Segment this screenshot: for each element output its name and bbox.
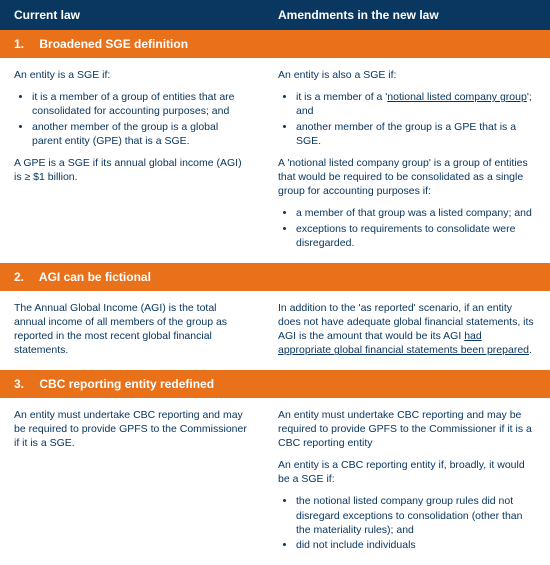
s3-right-b2: did not include individuals [296, 538, 536, 552]
section-2-title: AGI can be fictional [39, 270, 151, 284]
s3-right-p1: An entity must undertake CBC reporting a… [278, 408, 536, 451]
section-3-num: 3. [14, 377, 24, 391]
s1-right-intro: An entity is also a SGE if: [278, 68, 536, 82]
section-2-right: In addition to the 'as reported' scenari… [264, 291, 550, 370]
section-2-content: The Annual Global Income (AGI) is the to… [0, 291, 550, 370]
s1-left-b1: it is a member of a group of entities th… [32, 90, 250, 118]
s3-left-p1: An entity must undertake CBC reporting a… [14, 408, 250, 451]
table-header: Current law Amendments in the new law [0, 0, 550, 30]
s1-right-b1: it is a member of a 'notional listed com… [296, 90, 536, 118]
section-1-right: An entity is also a SGE if: it is a memb… [264, 58, 550, 263]
section-2-num: 2. [14, 270, 24, 284]
section-3-content: An entity must undertake CBC reporting a… [0, 398, 550, 565]
s1-right-list-1: it is a member of a 'notional listed com… [278, 90, 536, 148]
s1-left-b2: another member of the group is a global … [32, 120, 250, 148]
s2-right-p1: In addition to the 'as reported' scenari… [278, 301, 536, 358]
section-1-content: An entity is a SGE if: it is a member of… [0, 58, 550, 263]
s1-left-intro: An entity is a SGE if: [14, 68, 250, 82]
header-amendments: Amendments in the new law [264, 0, 550, 30]
comparison-table: Current law Amendments in the new law 1.… [0, 0, 550, 565]
section-3-header: 3. CBC reporting entity redefined [0, 370, 550, 398]
section-3-title: CBC reporting entity redefined [39, 377, 214, 391]
s1-left-p2: A GPE is a SGE if its annual global inco… [14, 156, 250, 184]
section-2-header: 2. AGI can be fictional [0, 263, 550, 291]
s1-right-b4: exceptions to requirements to consolidat… [296, 222, 536, 250]
section-1-num: 1. [14, 37, 24, 51]
section-3-left: An entity must undertake CBC reporting a… [0, 398, 264, 565]
s1-left-list: it is a member of a group of entities th… [14, 90, 250, 148]
s1-right-b2: another member of the group is a GPE tha… [296, 120, 536, 148]
section-1-header: 1. Broadened SGE definition [0, 30, 550, 58]
header-current-law: Current law [0, 0, 264, 30]
section-3-right: An entity must undertake CBC reporting a… [264, 398, 550, 565]
s3-right-p2: An entity is a CBC reporting entity if, … [278, 458, 536, 486]
s1-right-list-2: a member of that group was a listed comp… [278, 206, 536, 250]
section-1-left: An entity is a SGE if: it is a member of… [0, 58, 264, 263]
section-1-title: Broadened SGE definition [39, 37, 188, 51]
s1-right-p2: A 'notional listed company group' is a g… [278, 156, 536, 199]
s2-left-p1: The Annual Global Income (AGI) is the to… [14, 301, 250, 358]
s3-right-list: the notional listed company group rules … [278, 494, 536, 552]
section-2-left: The Annual Global Income (AGI) is the to… [0, 291, 264, 370]
s1-right-b3: a member of that group was a listed comp… [296, 206, 536, 220]
